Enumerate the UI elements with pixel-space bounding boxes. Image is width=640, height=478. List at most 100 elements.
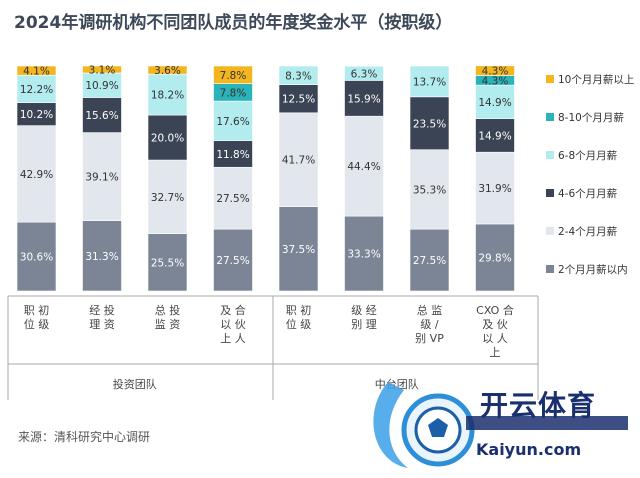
stacked-bar-chart: 30.6% 42.9% 10.2% 12.2% 4.1% 31.3% 39.1% 15.6% 1…: [7, 64, 634, 400]
bar-segment: [278, 206, 319, 292]
data-label: 12.5%: [282, 94, 315, 106]
bar-segment: [344, 65, 384, 81]
source-note: 来源：清科研究中心调研: [18, 430, 151, 444]
data-label: 42.9%: [20, 169, 53, 181]
x-tick-label: 上: [490, 346, 501, 359]
data-label: 41.7%: [282, 155, 315, 167]
data-label: 31.9%: [478, 183, 511, 195]
bar-segment: [82, 72, 122, 98]
bar-segment: [213, 100, 253, 141]
legend-swatch: [546, 113, 554, 121]
data-label: 39.1%: [85, 172, 118, 184]
bar-segment: [213, 65, 253, 84]
legend-swatch: [546, 227, 554, 235]
x-tick-label: 及 合: [220, 303, 246, 317]
bar-segment: [278, 65, 319, 85]
x-tick-label: 级 /: [420, 318, 438, 331]
x-tick-label: 位 级: [24, 317, 50, 331]
bar-segment: [147, 65, 188, 75]
data-label: 17.6%: [216, 116, 249, 128]
bar-segment: [344, 115, 384, 217]
legend-label: 2-4个月月薪: [558, 226, 618, 238]
bar-segment: [344, 215, 384, 292]
data-label: 44.4%: [347, 161, 380, 173]
watermark-logo: [373, 382, 628, 468]
data-label: 14.9%: [478, 130, 511, 142]
data-label: 27.5%: [216, 193, 249, 205]
data-label: 4.1%: [23, 66, 50, 78]
data-label: 35.3%: [413, 184, 446, 196]
x-tick-label: 位 级: [286, 317, 312, 331]
bar-segment: [147, 233, 188, 292]
bar-segment: [409, 65, 450, 98]
x-tick-label: 总 投: [155, 303, 181, 317]
data-label: 32.7%: [151, 192, 184, 204]
legend-label: 4-6个月月薪: [558, 188, 618, 200]
x-tick-label: CXO 合: [476, 303, 514, 317]
data-label: 3.1%: [89, 64, 116, 76]
data-label: 12.2%: [20, 84, 53, 96]
bar-segment: [475, 65, 515, 76]
legend-label: 2个月月薪以内: [558, 263, 628, 276]
bar-segment: [213, 140, 253, 168]
data-label: 8.3%: [285, 70, 312, 82]
data-label: 7.8%: [220, 87, 247, 99]
bar-segment: [213, 228, 253, 292]
bar-segment: [16, 125, 57, 223]
legend-label: 10个月月薪以上: [558, 74, 634, 86]
bar-segment: [16, 65, 57, 76]
data-label: 31.3%: [85, 251, 118, 263]
data-label: 6.3%: [351, 68, 378, 80]
x-tick-label: 理 资: [89, 318, 115, 331]
legend-label: 6-8个月月薪: [558, 150, 618, 162]
data-label: 4.3%: [482, 66, 509, 78]
bar-segment: [147, 73, 188, 116]
watermark-url: Kaiyun.com: [476, 440, 582, 459]
legend: 10个月月薪以上 8-10个月月薪 6-8个月月薪 4-6个月月薪 2-4个月月薪 2个月…: [546, 74, 634, 276]
data-label: 13.7%: [413, 76, 446, 88]
data-label: 10.9%: [85, 80, 118, 92]
x-tick-label: 别 理: [351, 318, 377, 331]
data-label: 23.5%: [413, 118, 446, 130]
x-tick-label: 职 初: [286, 303, 312, 317]
x-tick-label: 总 监: [417, 303, 443, 317]
x-tick-label: 上 人: [220, 332, 246, 345]
bar-segment: [16, 221, 57, 292]
data-label: 37.5%: [282, 244, 315, 256]
watermark-brand: 开云体育: [480, 389, 597, 422]
data-label: 4.3%: [482, 75, 509, 87]
bar-segment: [82, 97, 122, 133]
data-label: 14.9%: [478, 97, 511, 109]
data-label: 25.5%: [151, 257, 184, 269]
data-label: 7.8%: [220, 70, 247, 82]
legend-swatch: [546, 265, 554, 273]
data-label: 3.6%: [154, 65, 181, 77]
bar-segment: [278, 112, 319, 207]
legend-swatch: [546, 189, 554, 197]
legend-swatch: [546, 151, 554, 159]
x-tick-label: 级 经: [351, 304, 377, 317]
bar-segment: [147, 114, 188, 161]
x-tick-label: 以 伙: [220, 318, 246, 331]
bar-segment: [409, 149, 450, 230]
x-axis-layer: 职 初位 级 经 投理 资 总 投监 资 及 合以 伙上 人 职 初位 级 级 经别 理 总…: [7, 295, 539, 400]
data-label: 10.2%: [20, 109, 53, 121]
data-label: 27.5%: [216, 255, 249, 267]
data-label: 20.0%: [151, 133, 184, 145]
bar-segment: [344, 80, 384, 117]
x-tick-label: 以 人: [482, 332, 508, 345]
bars-layer: 30.6% 42.9% 10.2% 12.2% 4.1% 31.3% 39.1% 15.6% 1…: [16, 64, 515, 292]
bar-segment: [213, 166, 253, 230]
data-label: 18.2%: [151, 90, 184, 102]
bar-segment: [82, 220, 122, 292]
bar-segment: [147, 159, 188, 234]
data-label: 15.6%: [85, 110, 118, 122]
data-label: 30.6%: [20, 252, 53, 264]
x-tick-label: 监 资: [155, 318, 181, 331]
bar-segment: [409, 96, 450, 150]
x-tick-label: 别 VP: [415, 332, 444, 345]
group-label: 投资团队: [113, 377, 157, 391]
bar-segment: [16, 74, 57, 103]
bar-segment: [409, 228, 450, 292]
data-label: 33.3%: [347, 249, 380, 261]
